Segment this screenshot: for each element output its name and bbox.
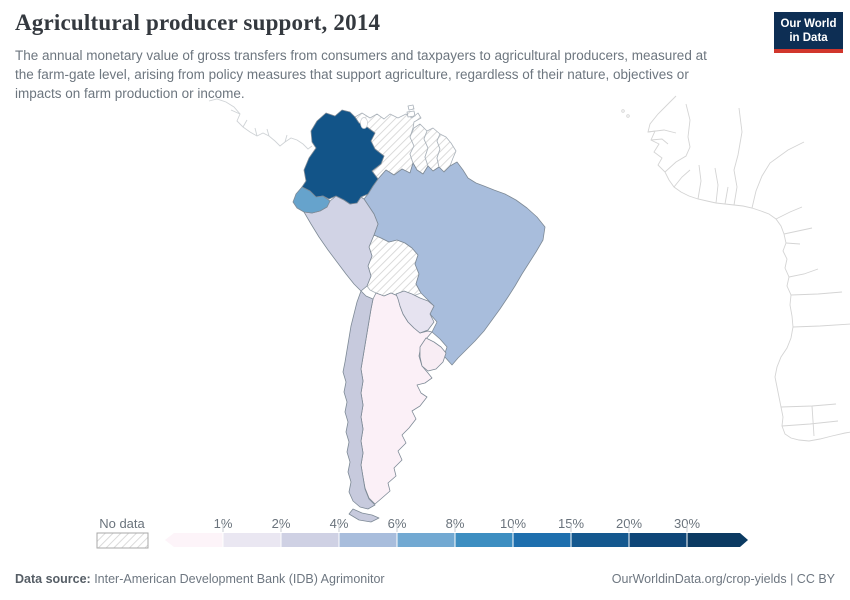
lake-maracaibo xyxy=(360,117,368,129)
data-source-value: Inter-American Development Bank (IDB) Ag… xyxy=(90,572,385,586)
country-ecuador[interactable] xyxy=(292,186,331,214)
legend-no-data-swatch[interactable] xyxy=(96,532,149,549)
legend-tick-label: 30% xyxy=(674,516,700,531)
owid-logo-line1: Our World xyxy=(780,18,837,30)
country-chile[interactable] xyxy=(342,290,376,510)
legend-ticks xyxy=(222,524,688,547)
country-peru[interactable] xyxy=(303,195,379,292)
country-trinidad[interactable] xyxy=(406,104,416,118)
owid-logo-accent-bar xyxy=(774,49,843,53)
central-america-outline xyxy=(208,98,313,150)
chart-footer: Data source: Inter-American Development … xyxy=(15,572,835,586)
legend-color-bar[interactable] xyxy=(165,533,748,547)
country-uruguay[interactable] xyxy=(419,337,447,372)
owid-logo-box: Our World in Data xyxy=(774,12,843,49)
legend-tick-label: 10% xyxy=(500,516,526,531)
africa-outline xyxy=(621,95,850,442)
legend-tick-label: 1% xyxy=(214,516,233,531)
country-colombia[interactable] xyxy=(301,109,385,205)
legend-tick-label: 20% xyxy=(616,516,642,531)
legend-tick-label: 4% xyxy=(330,516,349,531)
map-legend: No data 1% 2% 4% 6% 8% 10% 15% 20% 30% xyxy=(96,516,748,549)
owid-logo-line2: in Data xyxy=(789,32,828,44)
legend-tick-label: 15% xyxy=(558,516,584,531)
chart-subtitle: The annual monetary value of gross trans… xyxy=(15,48,707,102)
legend-tick-label: 6% xyxy=(388,516,407,531)
chart-header: Agricultural producer support, 2014 The … xyxy=(15,10,765,103)
owid-logo[interactable]: Our World in Data xyxy=(774,12,843,53)
legend-no-data-label: No data xyxy=(99,516,145,531)
country-brazil[interactable] xyxy=(363,161,546,366)
data-source-label: Data source: xyxy=(15,572,91,586)
data-source: Data source: Inter-American Development … xyxy=(15,572,385,586)
legend-tick-label: 8% xyxy=(446,516,465,531)
country-chile-tierra-del-fuego[interactable] xyxy=(348,508,380,523)
page-title: Agricultural producer support, 2014 xyxy=(15,10,381,35)
country-paraguay[interactable] xyxy=(395,290,435,334)
legend-tick-label: 2% xyxy=(272,516,291,531)
owid-credit-link[interactable]: OurWorldinData.org/crop-yields | CC BY xyxy=(611,572,835,586)
